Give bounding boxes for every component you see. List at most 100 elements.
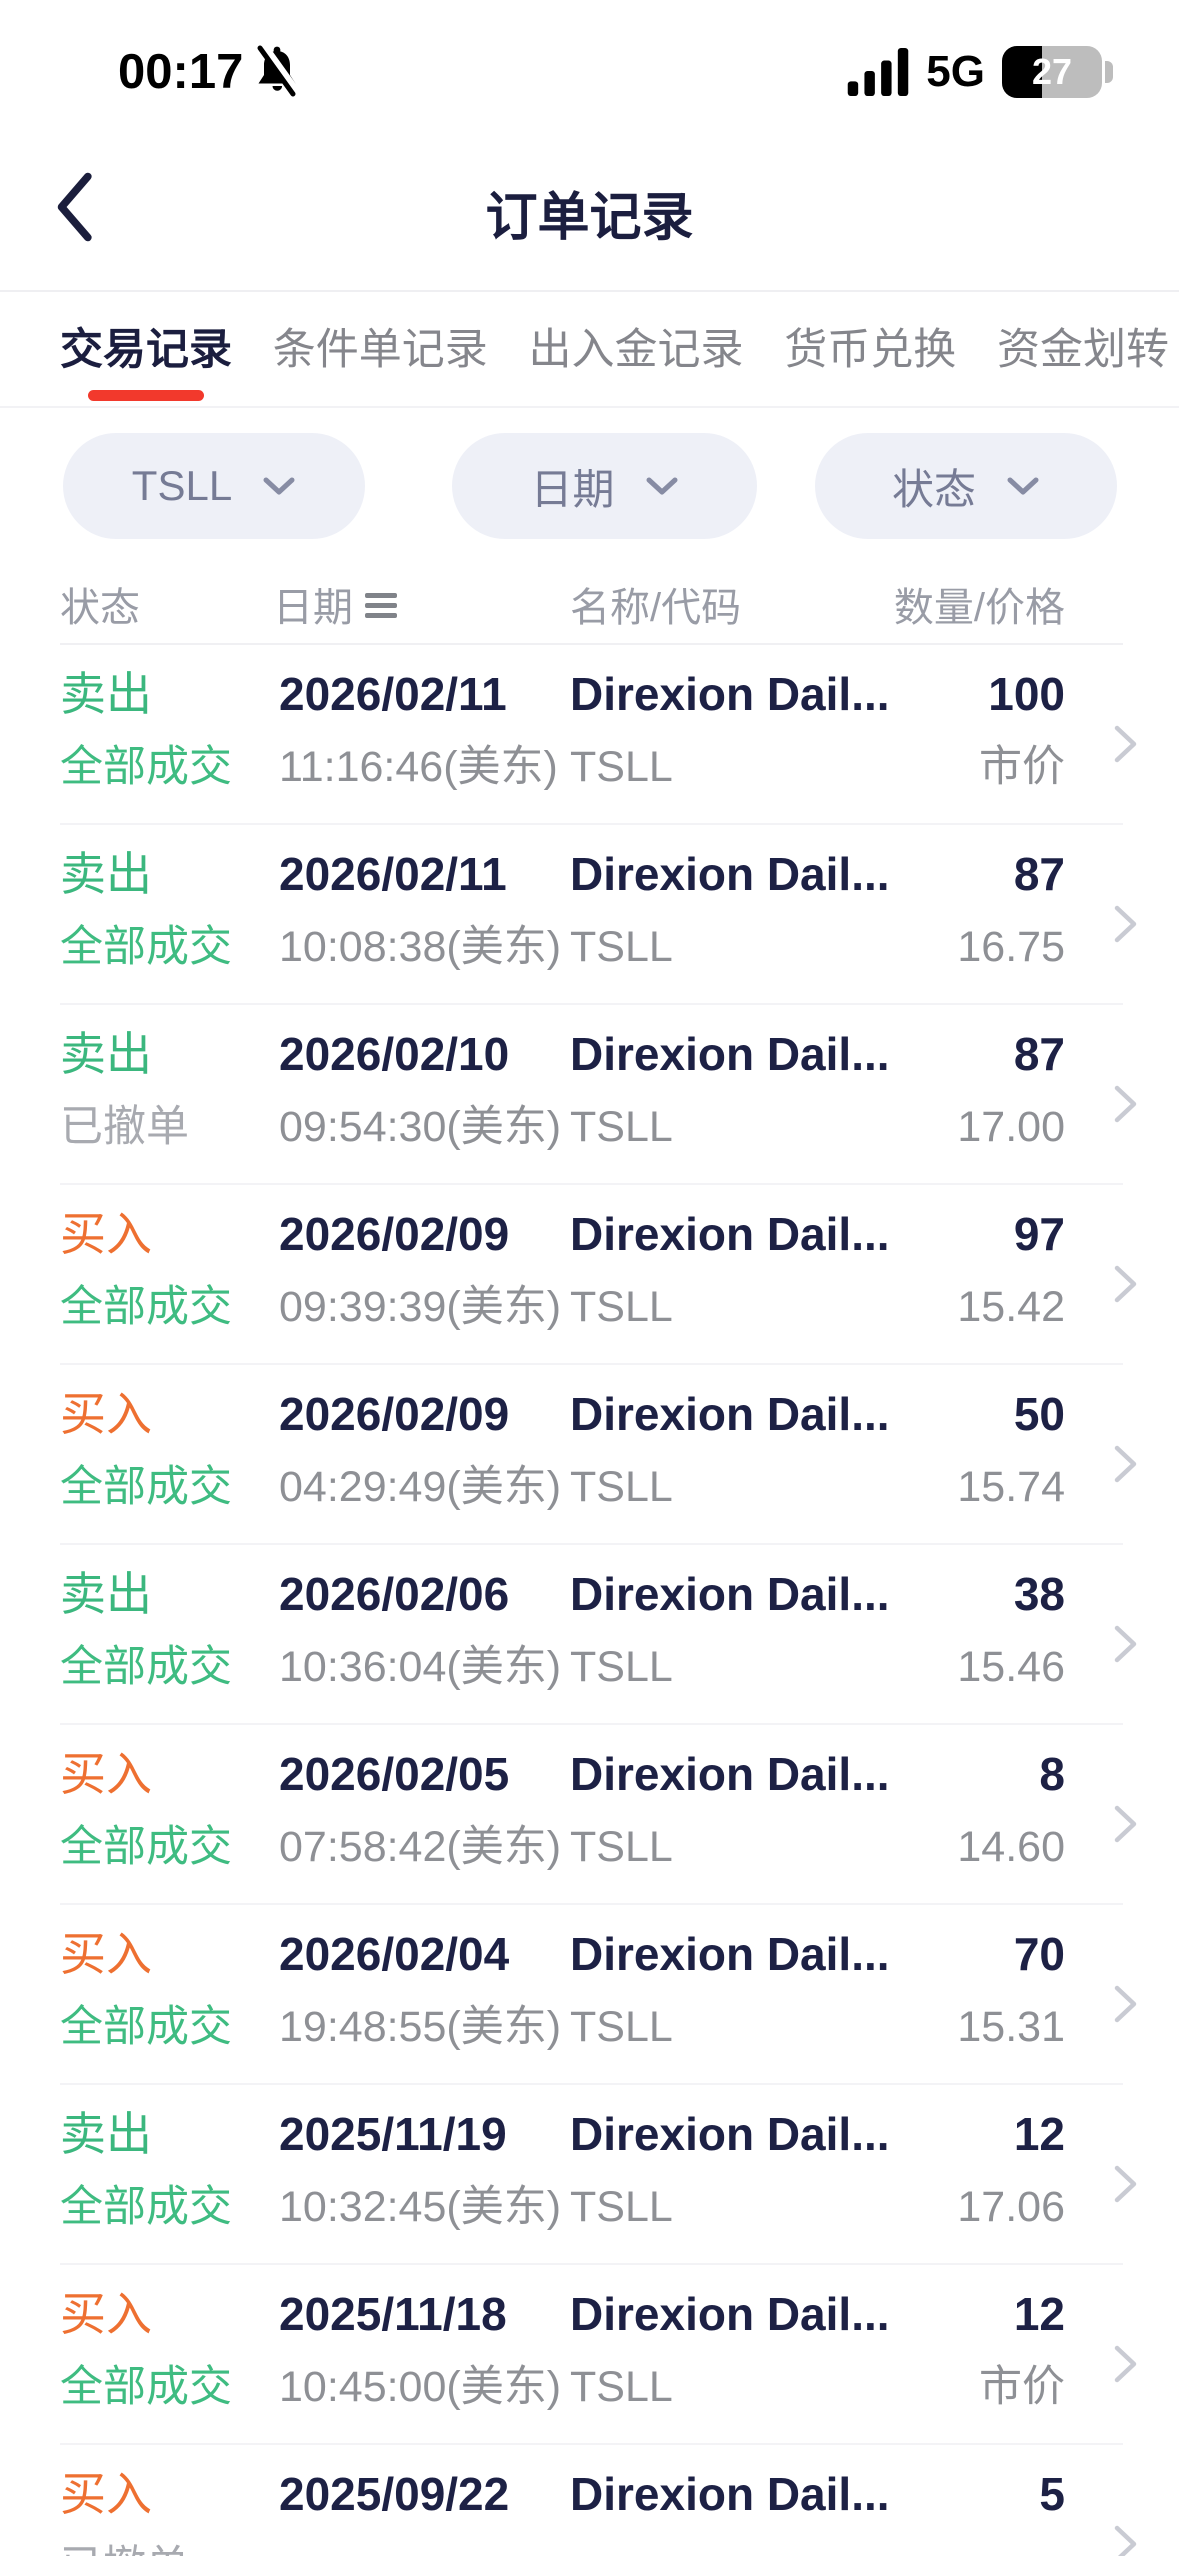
order-date: 2025/09/22 [279, 2468, 510, 2520]
table-row[interactable]: 卖出 全部成交 2025/11/19 10:32:45(美东) Direxion… [0, 2085, 1179, 2265]
ticker: TSLL [570, 2363, 673, 2411]
chevron-right-icon [1114, 905, 1137, 943]
tab-trade-records[interactable]: 交易记录 [60, 293, 232, 407]
divider [60, 1903, 1123, 1905]
nav-header: 订单记录 [0, 120, 1179, 292]
price: 17.00 [957, 1103, 1065, 1151]
table-row[interactable]: 买入 全部成交 2026/02/05 07:58:42(美东) Direxion… [0, 1725, 1179, 1905]
fill-status: 全部成交 [60, 743, 232, 791]
chevron-right-icon [1114, 1265, 1137, 1303]
security-name: Direxion Dail... [570, 2468, 890, 2520]
order-time: 09:54:30(美东) [279, 1103, 562, 1151]
order-time: 10:08:38(美东) [279, 923, 562, 971]
table-row[interactable]: 卖出 已撤单 2026/02/10 09:54:30(美东) Direxion … [0, 1005, 1179, 1185]
divider [60, 643, 1123, 645]
table-row[interactable]: 卖出 全部成交 2026/02/06 10:36:04(美东) Direxion… [0, 1545, 1179, 1725]
order-time: 10:45:00(美东) [279, 2363, 562, 2411]
fill-status: 已撤单 [60, 2543, 189, 2556]
column-status: 状态 [60, 586, 140, 630]
tab-currency-exchange[interactable]: 货币兑换 [784, 293, 956, 407]
quantity: 38 [1013, 1568, 1065, 1620]
column-date[interactable]: 日期 [273, 575, 397, 633]
fill-status: 全部成交 [60, 1643, 232, 1691]
sort-icon[interactable] [365, 592, 397, 618]
table-row[interactable]: 卖出 全部成交 2026/02/11 10:08:38(美东) Direxion… [0, 825, 1179, 1005]
fill-status: 全部成交 [60, 1463, 232, 1511]
price: 15.42 [957, 1283, 1065, 1331]
order-side: 卖出 [60, 848, 152, 900]
status-filter-label: 状态 [891, 465, 976, 513]
quantity: 97 [1013, 1208, 1065, 1260]
chevron-right-icon [1114, 2345, 1137, 2383]
order-side: 买入 [60, 1208, 152, 1260]
tab-deposits-withdrawals[interactable]: 出入金记录 [529, 293, 744, 407]
tab-label: 资金划转 [997, 326, 1169, 374]
chevron-right-icon [1114, 1985, 1137, 2023]
order-time: 19:48:55(美东) [279, 2003, 562, 2051]
security-name: Direxion Dail... [570, 1028, 890, 1080]
status-filter-dropdown[interactable]: 状态 [815, 433, 1117, 539]
chevron-right-icon [1114, 725, 1137, 763]
symbol-filter-dropdown[interactable]: TSLL [63, 433, 365, 539]
price: 14.60 [957, 1823, 1065, 1871]
divider [60, 1183, 1123, 1185]
back-button[interactable] [44, 162, 104, 252]
battery-percent: 27 [1031, 51, 1073, 92]
chevron-right-icon [1114, 2165, 1137, 2203]
chevron-right-icon [1114, 1805, 1137, 1843]
order-side: 卖出 [60, 2108, 152, 2160]
security-name: Direxion Dail... [570, 1208, 890, 1260]
ticker: TSLL [570, 1463, 673, 1511]
active-tab-underline [88, 390, 204, 401]
table-row[interactable]: 买入 已撤单 2025/09/22 Direxion Dail... 5 [0, 2445, 1179, 2556]
ticker: TSLL [570, 743, 673, 791]
ticker: TSLL [570, 1283, 673, 1331]
divider [60, 1003, 1123, 1005]
price: 15.46 [957, 1643, 1065, 1691]
order-date: 2026/02/09 [279, 1208, 510, 1260]
tab-label: 交易记录 [60, 326, 232, 374]
table-row[interactable]: 买入 全部成交 2026/02/09 04:29:49(美东) Direxion… [0, 1365, 1179, 1545]
battery-icon: 27 [1002, 46, 1102, 98]
tab-bar: 交易记录 条件单记录 出入金记录 货币兑换 资金划转 [0, 294, 1179, 408]
fill-status: 全部成交 [60, 923, 232, 971]
table-row[interactable]: 卖出 全部成交 2026/02/11 11:16:46(美东) Direxion… [0, 645, 1179, 825]
order-list: 卖出 全部成交 2026/02/11 11:16:46(美东) Direxion… [0, 645, 1179, 2556]
divider [60, 823, 1123, 825]
quantity: 87 [1013, 848, 1065, 900]
table-row[interactable]: 买入 全部成交 2026/02/04 19:48:55(美东) Direxion… [0, 1905, 1179, 2085]
clock-time: 00:17 [118, 45, 244, 99]
order-side: 买入 [60, 2288, 152, 2340]
tab-fund-transfer[interactable]: 资金划转 [997, 293, 1169, 407]
security-name: Direxion Dail... [570, 668, 890, 720]
table-row[interactable]: 买入 全部成交 2026/02/09 09:39:39(美东) Direxion… [0, 1185, 1179, 1365]
order-side: 买入 [60, 1388, 152, 1440]
quantity: 12 [1013, 2108, 1065, 2160]
quantity: 50 [1013, 1388, 1065, 1440]
divider [60, 2263, 1123, 2265]
divider [60, 2443, 1123, 2445]
order-date: 2026/02/05 [279, 1748, 510, 1800]
date-filter-label: 日期 [530, 465, 615, 513]
tab-label: 货币兑换 [784, 326, 957, 374]
battery-cap [1105, 61, 1113, 83]
order-time: 10:32:45(美东) [279, 2183, 562, 2231]
date-filter-dropdown[interactable]: 日期 [452, 433, 757, 539]
ticker: TSLL [570, 2003, 673, 2051]
order-time: 09:39:39(美东) [279, 1283, 562, 1331]
order-time: 04:29:49(美东) [279, 1463, 562, 1511]
fill-status: 已撤单 [60, 1103, 189, 1151]
divider [60, 1363, 1123, 1365]
page-title: 订单记录 [485, 188, 694, 247]
order-time: 11:16:46(美东) [279, 743, 558, 791]
order-time: 10:36:04(美东) [279, 1643, 562, 1691]
tab-conditional-orders[interactable]: 条件单记录 [273, 293, 488, 407]
chevron-down-icon [646, 477, 677, 495]
order-side: 卖出 [60, 668, 152, 720]
ticker: TSLL [570, 1823, 673, 1871]
tab-label: 条件单记录 [272, 326, 488, 374]
order-date: 2025/11/19 [279, 2108, 507, 2160]
fill-status: 全部成交 [60, 2183, 232, 2231]
table-row[interactable]: 买入 全部成交 2025/11/18 10:45:00(美东) Direxion… [0, 2265, 1179, 2445]
